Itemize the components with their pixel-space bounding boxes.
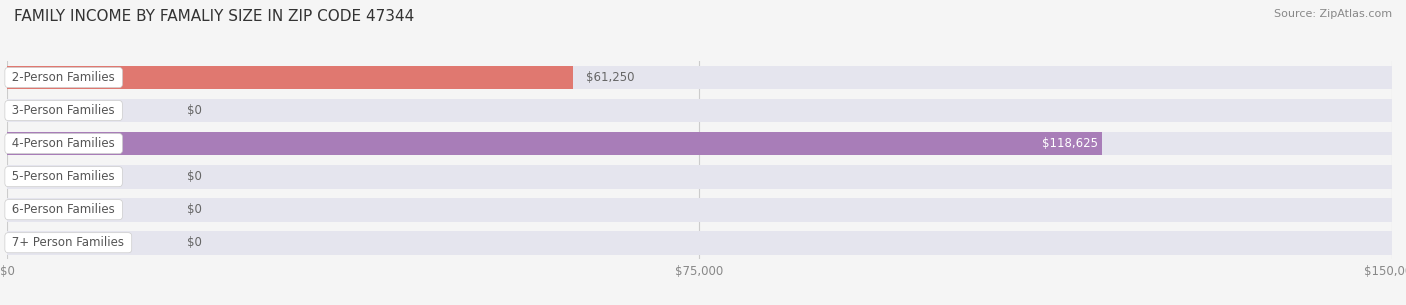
Bar: [7, 66, 1392, 89]
Text: $0: $0: [187, 236, 202, 249]
Text: 3-Person Families: 3-Person Families: [8, 104, 118, 117]
Text: 2-Person Families: 2-Person Families: [8, 71, 120, 84]
Text: 5-Person Families: 5-Person Families: [8, 170, 118, 183]
Text: FAMILY INCOME BY FAMALIY SIZE IN ZIP CODE 47344: FAMILY INCOME BY FAMALIY SIZE IN ZIP COD…: [14, 9, 415, 24]
Bar: [7, 99, 1392, 123]
Text: 4-Person Families: 4-Person Families: [8, 137, 120, 150]
Text: $118,625: $118,625: [1042, 137, 1098, 150]
Bar: [7, 132, 1392, 156]
Text: $61,250: $61,250: [586, 71, 636, 84]
Bar: [7, 231, 1392, 255]
Text: $0: $0: [187, 170, 202, 183]
Text: 6-Person Families: 6-Person Families: [8, 203, 120, 216]
Text: 7+ Person Families: 7+ Person Families: [8, 236, 128, 249]
Text: Source: ZipAtlas.com: Source: ZipAtlas.com: [1274, 9, 1392, 19]
Bar: [7, 132, 1102, 156]
Text: $0: $0: [187, 203, 202, 216]
Bar: [7, 198, 1392, 221]
Bar: [7, 66, 572, 89]
Text: $0: $0: [187, 104, 202, 117]
Bar: [7, 165, 1392, 188]
